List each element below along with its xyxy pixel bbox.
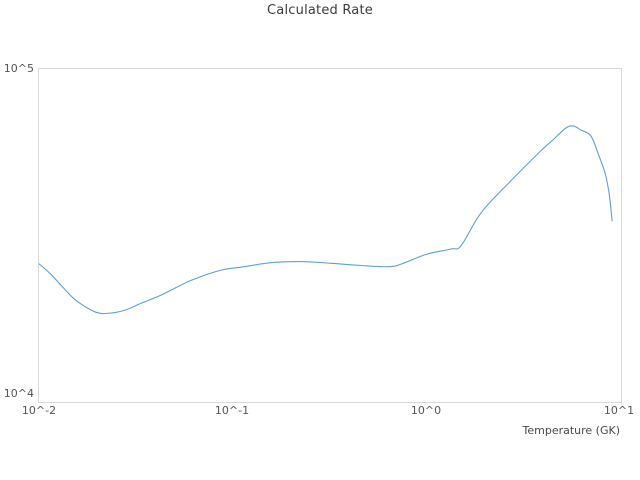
plot-area xyxy=(38,68,622,403)
rate-curve xyxy=(39,125,613,315)
y-tick-label-1e4: 10^4 xyxy=(3,387,34,400)
y-tick-label-1e5: 10^5 xyxy=(3,62,34,75)
chart-title: Calculated Rate xyxy=(267,3,373,18)
x-tick-label-1e1: 10^1 xyxy=(603,404,635,417)
x-tick-label-1e0: 10^0 xyxy=(410,404,442,417)
chart-canvas xyxy=(39,125,613,315)
x-tick-label-1e-2: 10^-2 xyxy=(21,404,57,417)
x-axis-title: Temperature (GK) xyxy=(522,424,621,437)
x-tick-label-1e-1: 10^-1 xyxy=(214,404,250,417)
